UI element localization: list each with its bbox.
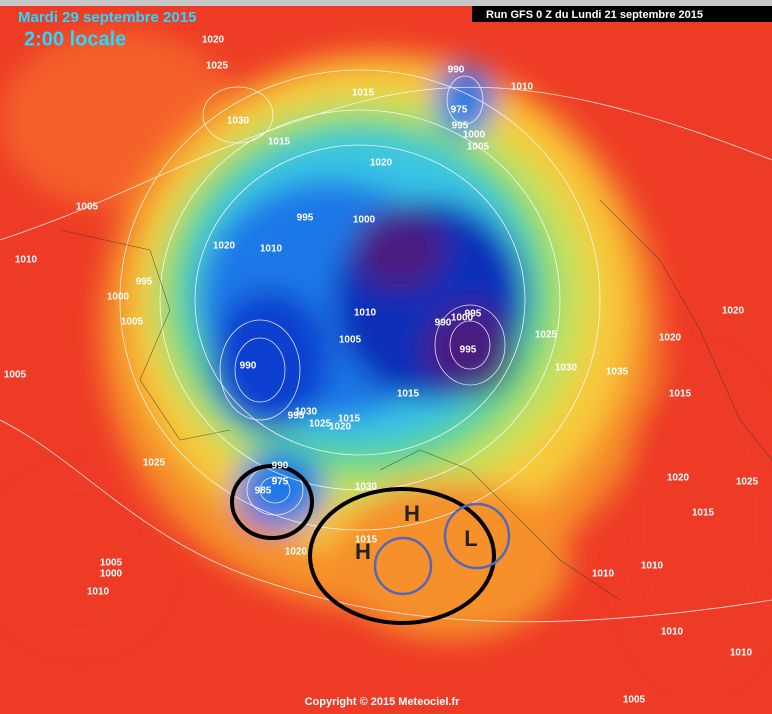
isobar-label: 1010 [15,255,38,266]
isobar-label: 1015 [352,88,375,99]
isobar-label: 1005 [339,335,362,346]
isobar-label: 995 [136,277,153,288]
isobar-label: 1020 [667,473,690,484]
isobar-label: 1030 [227,116,250,127]
pressure-center: H [355,539,371,564]
annotation-circle [308,487,496,625]
pressure-center: L [464,526,477,551]
isobar-label: 1025 [309,419,332,430]
isobar-label: 1005 [121,317,144,328]
isobar-label: 1030 [295,407,318,418]
isobar-label: 1010 [730,648,753,659]
run-info: Run GFS 0 Z du Lundi 21 septembre 2015 [486,9,703,21]
isobar-label: 1020 [659,333,682,344]
isobar-label: 995 [288,411,305,422]
date-title: Mardi 29 septembre 2015 [18,9,196,26]
isobar-label: 1020 [285,547,308,558]
isobar-label: 1005 [467,142,490,153]
isobar-label: 995 [460,345,477,356]
isobar-label: 975 [272,477,289,488]
isobar-label: 1020 [213,241,236,252]
isobar-label: 1030 [355,482,378,493]
isobar-label: 995 [297,213,314,224]
isobar-label: 1000 [100,569,123,580]
isobar-label: 990 [240,361,257,372]
isobar-label: 990 [448,65,465,76]
isobar-label: 1000 [353,215,376,226]
isobar-label: 1010 [641,561,664,572]
isobar-label: 1015 [669,389,692,400]
isobar-label: 975 [451,105,468,116]
run-banner [472,6,772,22]
isobar-label: 1035 [606,367,629,378]
isobar-label: 1005 [100,558,123,569]
isobar-label: 1010 [260,244,283,255]
isobar-label: 1000 [451,313,474,324]
isobar-label: 1020 [722,306,745,317]
isobar-label: 1015 [268,137,291,148]
isobar-label: 990 [272,461,289,472]
annotation-circle [373,536,433,596]
isobar-label: 1025 [535,330,558,341]
isobar-label: 1000 [463,130,486,141]
copyright: Copyright © 2015 Meteociel.fr [305,696,461,708]
isobar-label: 990 [435,318,452,329]
isobar-label: 1025 [206,61,229,72]
isobar-label: 1015 [692,508,715,519]
isobars [0,69,772,623]
isobar-label: 1015 [338,414,361,425]
isobar-label: 985 [255,486,272,497]
annotation-circle [230,464,314,540]
isobar-label: 1005 [76,202,99,213]
isobar-label: 1010 [354,308,377,319]
pressure-field [0,30,772,680]
isobar-label: 1030 [555,363,578,374]
isobar-label: 1010 [511,82,534,93]
coastlines [59,199,772,601]
time-title: 2:00 locale [24,28,126,50]
annotation-circle [443,502,511,570]
isobar-label: 1020 [370,158,393,169]
isobar-label: 1000 [107,292,130,303]
toolbar-strip [0,0,772,6]
isobar-label: 1005 [623,695,646,706]
isobar-label: 1010 [87,587,110,598]
isobar-label: 995 [452,121,469,132]
isobar-label: 1010 [592,569,615,580]
isobar-label: 1025 [736,477,759,488]
isobar-label: 1010 [661,627,684,638]
isobar-label: 1020 [329,422,352,433]
isobar-label: 1005 [4,370,27,381]
isobar-labels: 1020102510301015101599097599510001005101… [4,35,759,706]
pressure-center: H [404,501,420,526]
isobar-label: 995 [465,309,482,320]
isobar-label: 1025 [143,458,166,469]
isobar-label: 1015 [355,535,378,546]
isobar-label: 1015 [397,389,420,400]
isobar-label: 1020 [202,35,225,46]
footer-band [0,696,772,714]
